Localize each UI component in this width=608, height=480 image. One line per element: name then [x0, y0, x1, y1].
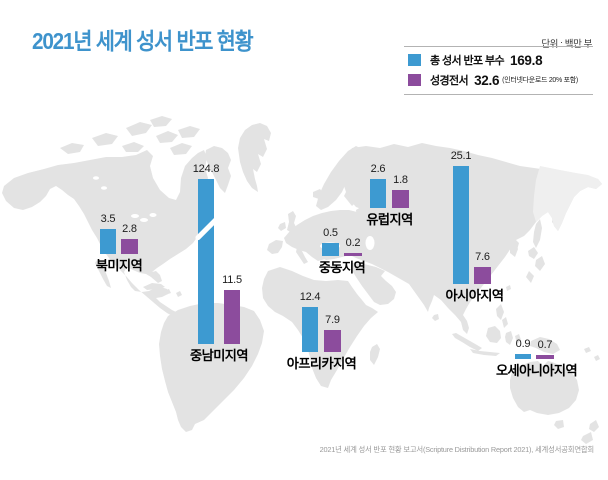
- total-bar-오세아니아지역: [515, 353, 531, 359]
- bible-bar-중동지역: [344, 252, 362, 256]
- total-value-중동지역: 0.5: [323, 226, 338, 239]
- legend-swatch-total: [408, 54, 421, 66]
- bible-value-아시아지역: 7.6: [475, 250, 490, 263]
- bible-value-유럽지역: 1.8: [393, 173, 408, 186]
- total-bar-중남미지역: [198, 179, 214, 344]
- legend-value-total: 169.8: [510, 52, 543, 68]
- legend-row-bible: 성경전서 32.6 (인터넷다운로드 20% 포함): [404, 70, 593, 90]
- total-value-중남미지역: 124.8: [192, 163, 220, 175]
- legend-swatch-bible: [408, 74, 421, 86]
- legend: 총 성서 반포 부수 169.8 성경전서 32.6 (인터넷다운로드 20% …: [404, 46, 593, 95]
- total-bar-아시아지역: [453, 166, 469, 284]
- total-bar-북미지역: [100, 229, 116, 254]
- legend-row-total: 총 성서 반포 부수 169.8: [404, 50, 593, 70]
- total-value-북미지역: 3.5: [100, 213, 116, 225]
- bible-bar-유럽지역: [392, 189, 409, 208]
- total-value-오세아니아지역: 0.9: [515, 337, 531, 350]
- page-title: 2021년 세계 성서 반포 현황: [32, 28, 254, 54]
- legend-value-bible: 32.6: [474, 72, 500, 88]
- total-bar-아프리카지역: [302, 307, 318, 352]
- region-label-오세아니아지역: 오세아니아지역: [495, 363, 578, 378]
- region-label-아프리카지역: 아프리카지역: [286, 356, 357, 371]
- legend-label-total: 총 성서 반포 부수: [430, 55, 505, 67]
- bible-bar-북미지역: [121, 238, 138, 254]
- region-label-중남미지역: 중남미지역: [190, 348, 248, 363]
- bible-value-아프리카지역: 7.9: [325, 313, 340, 326]
- bible-bar-중남미지역: [224, 290, 240, 344]
- bible-bar-아시아지역: [474, 266, 491, 284]
- total-bar-유럽지역: [370, 178, 386, 208]
- bible-value-중동지역: 0.2: [345, 236, 361, 249]
- source-text: 2021년 세계 성서 반포 현황 보고서(Scripture Distribu…: [319, 444, 595, 454]
- bible-bar-오세아니아지역: [536, 354, 554, 359]
- region-label-유럽지역: 유럽지역: [366, 212, 413, 227]
- legend-note: (인터넷다운로드 20% 포함): [502, 77, 578, 84]
- total-value-아시아지역: 25.1: [450, 150, 472, 162]
- total-value-유럽지역: 2.6: [370, 162, 386, 175]
- legend-label-bible: 성경전서: [430, 75, 469, 87]
- bible-value-북미지역: 2.8: [122, 222, 137, 235]
- total-bar-중동지역: [322, 242, 339, 256]
- total-value-아프리카지역: 12.4: [299, 291, 321, 303]
- region-label-북미지역: 북미지역: [95, 258, 143, 273]
- unit-label: 단위 : 백만 부: [541, 39, 592, 50]
- region-label-아시아지역: 아시아지역: [445, 288, 504, 303]
- bible-bar-아프리카지역: [324, 329, 341, 352]
- bible-value-오세아니아지역: 0.7: [537, 338, 553, 351]
- bible-value-중남미지역: 11.5: [222, 274, 242, 286]
- region-label-중동지역: 중동지역: [318, 259, 366, 275]
